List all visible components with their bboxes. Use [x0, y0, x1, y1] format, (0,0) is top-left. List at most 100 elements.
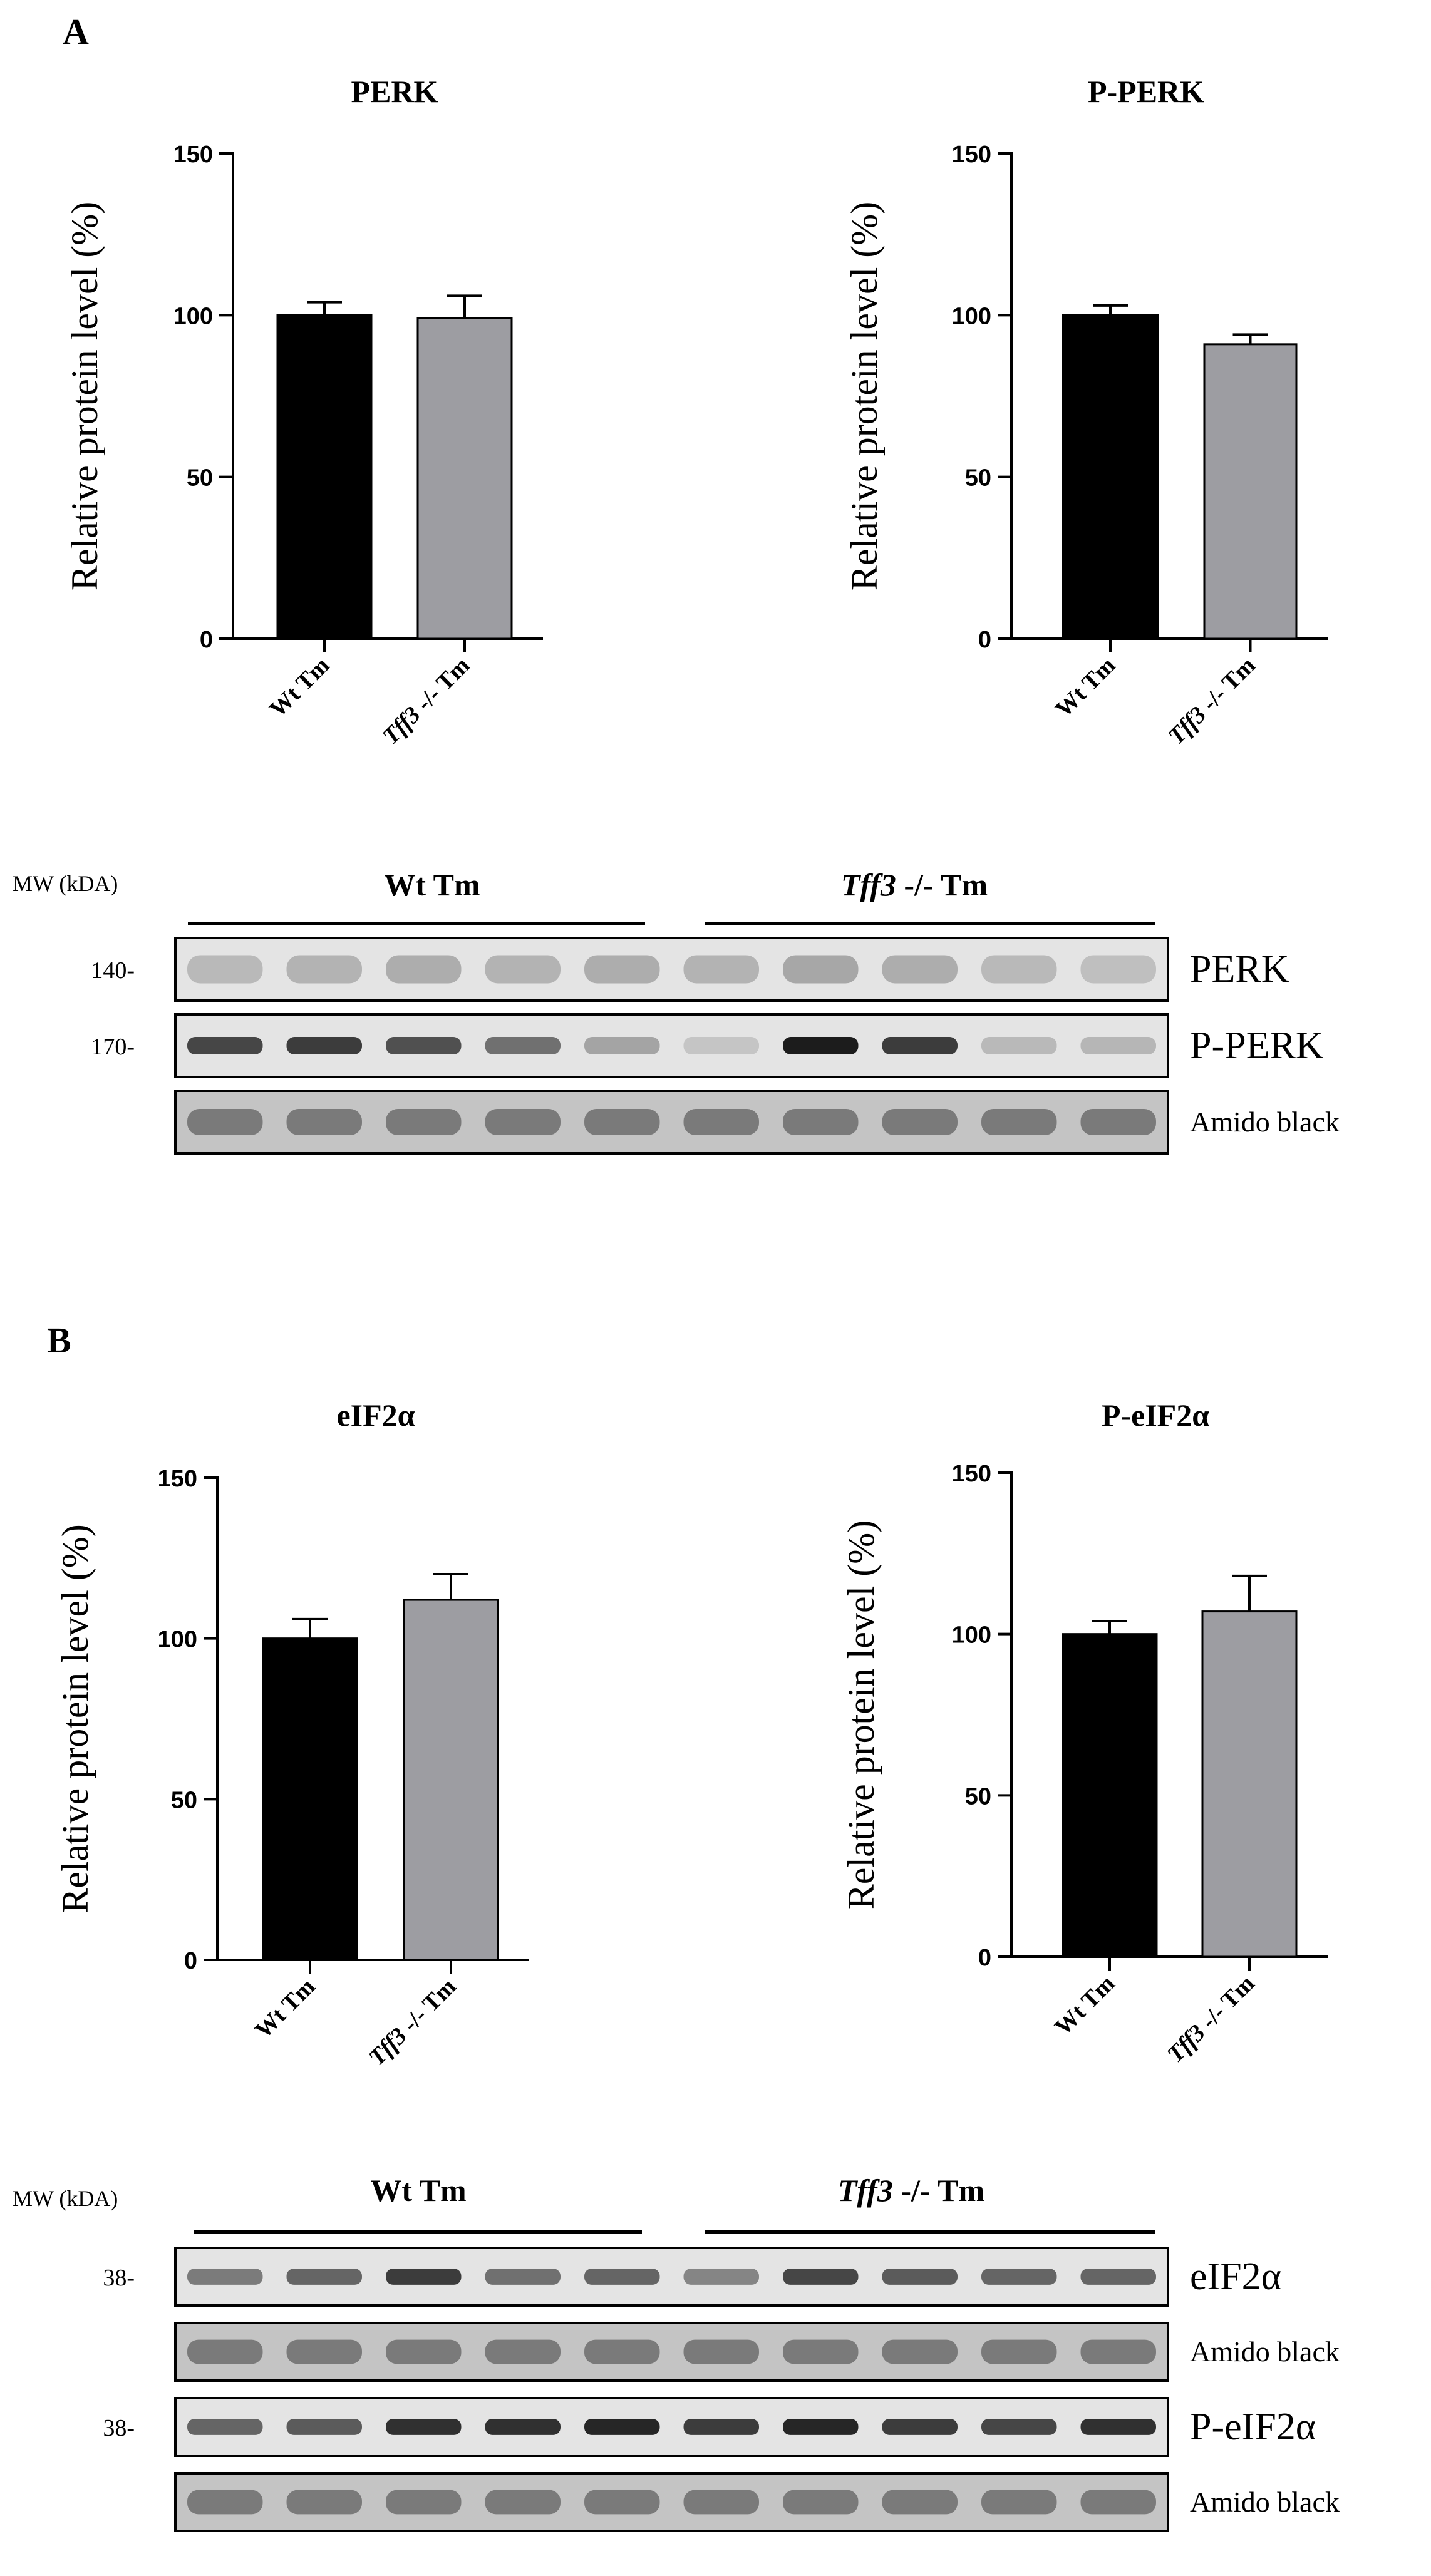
blot-band	[882, 955, 958, 984]
blot-band	[981, 2490, 1057, 2515]
mw-marker: 38-	[103, 2415, 135, 2441]
blot-band	[683, 2419, 759, 2435]
blot-band	[584, 955, 660, 984]
y-tick-label: 150	[158, 1466, 197, 1492]
blot-band	[1080, 2419, 1156, 2435]
y-tick-label: 50	[965, 465, 991, 492]
blot-band	[683, 2269, 759, 2285]
blot-label: PERK	[1190, 948, 1289, 991]
y-tick-label: 100	[952, 303, 991, 329]
y-tick-label: 100	[158, 1627, 197, 1653]
blot-band	[783, 2419, 859, 2435]
y-tick-label: 50	[965, 1783, 991, 1810]
blot-band	[584, 2269, 660, 2285]
bar	[1062, 314, 1159, 640]
blot-band	[882, 2490, 958, 2515]
blot-band	[584, 2339, 660, 2364]
blot-band	[187, 2269, 263, 2285]
blot-band	[981, 955, 1057, 984]
blot-band	[1080, 2490, 1156, 2515]
chart-title: P-eIF2α	[1102, 1398, 1209, 1433]
y-tick-label: 150	[952, 142, 991, 168]
bar-chart-2: P-PERK Relative protein level (%) 0 50 100 15…	[844, 74, 1328, 750]
blot-band	[286, 955, 362, 984]
blot-band	[584, 1037, 660, 1054]
blot-band	[187, 955, 263, 984]
blot-band	[783, 2339, 859, 2364]
bar	[1062, 1633, 1158, 1958]
y-tick-label: 100	[173, 303, 213, 329]
blot-band	[981, 1109, 1057, 1135]
blot-band	[187, 1109, 263, 1135]
bar	[262, 1637, 358, 1961]
y-tick-label: 150	[173, 142, 213, 168]
blot-row: 38- P-eIF2α	[103, 2397, 1316, 2457]
blot-band	[584, 2490, 660, 2515]
x-tick-label: Wt Tm	[250, 1974, 320, 2044]
mw-header: MW (kDA)	[13, 871, 118, 896]
blot-band	[783, 1037, 859, 1054]
group-label-italic-part: Tff3	[838, 2173, 893, 2208]
x-tick-label: Wt Tm	[1050, 1971, 1120, 2041]
y-axis-label: Relative protein level (%)	[840, 1520, 882, 1909]
x-tick-label-rest: -/- Tm	[1193, 652, 1261, 720]
mw-marker: 140-	[91, 957, 135, 984]
blot-band	[485, 2269, 561, 2285]
blot-band	[485, 2490, 561, 2515]
x-tick-label-rest: -/- Tm	[393, 1974, 461, 2041]
group-label: Wt Tm	[384, 867, 480, 902]
blot-band	[783, 2269, 859, 2285]
blot-band	[584, 1109, 660, 1135]
blot-band	[386, 1109, 462, 1135]
chart-title: P-PERK	[1088, 74, 1204, 109]
blot-row: 170- P-PERK	[91, 1013, 1324, 1078]
bar	[416, 317, 513, 640]
bar-chart-3: eIF2α Relative protein level (%) 0 50 100 150…	[54, 1398, 529, 2071]
blot-band	[286, 1037, 362, 1054]
blot-band	[1080, 955, 1156, 984]
x-tick-label-rest: -/- Tm	[1192, 1971, 1259, 2038]
bar-chart-1: PERK Relative protein level (%) 0 50 100 150 W…	[64, 74, 543, 750]
x-tick-label: Tff3 -/- Tm	[364, 1974, 462, 2071]
blot-strip	[174, 937, 1169, 1002]
blot-label: eIF2α	[1190, 2255, 1281, 2298]
x-tick-label-rest: -/- Tm	[407, 652, 475, 720]
blots-layer: MW (kDA) Wt Tm Tff3 -/- Tm 140- PERK 170- P-PE…	[13, 867, 1340, 2532]
blot-band	[882, 2269, 958, 2285]
blot-band	[882, 2339, 958, 2364]
y-tick-label: 0	[200, 627, 213, 653]
blot-band	[187, 2490, 263, 2515]
x-tick-label: Wt Tm	[264, 652, 334, 723]
blot-label: P-eIF2α	[1190, 2406, 1316, 2448]
blot-band	[386, 2339, 462, 2364]
blot-band	[783, 1109, 859, 1135]
y-tick-label: 150	[952, 1461, 991, 1487]
blot-band	[882, 2419, 958, 2435]
y-tick-label: 50	[187, 465, 213, 492]
western-blot-1: MW (kDA) Wt Tm Tff3 -/- Tm 140- PERK 170- P-PE…	[13, 867, 1340, 1155]
bar	[403, 1599, 499, 1961]
blot-band	[286, 2490, 362, 2515]
mw-marker: 170-	[91, 1034, 135, 1060]
blot-band	[783, 2490, 859, 2515]
blot-band	[683, 955, 759, 984]
blot-band	[286, 2419, 362, 2435]
blot-row: 140- PERK	[91, 937, 1289, 1002]
blot-band	[981, 2419, 1057, 2435]
y-tick-label: 0	[978, 627, 991, 653]
blot-band	[386, 955, 462, 984]
blot-row: Amido black	[174, 2472, 1340, 2532]
bar	[276, 314, 373, 640]
y-axis-label: Relative protein level (%)	[54, 1524, 96, 1913]
blot-band	[485, 1037, 561, 1054]
blot-band	[386, 2269, 462, 2285]
blot-label: Amido black	[1190, 1106, 1340, 1138]
y-tick-label: 0	[978, 1945, 991, 1971]
blot-band	[187, 1037, 263, 1054]
y-tick-label: 50	[171, 1787, 197, 1813]
group-label: Wt Tm	[370, 2173, 466, 2208]
bar	[1201, 1610, 1298, 1958]
blot-band	[981, 1037, 1057, 1054]
blot-band	[981, 2339, 1057, 2364]
western-blot-2: MW (kDA) Wt Tm Tff3 -/- Tm 38- eIF2α Amido bl…	[13, 2173, 1340, 2532]
